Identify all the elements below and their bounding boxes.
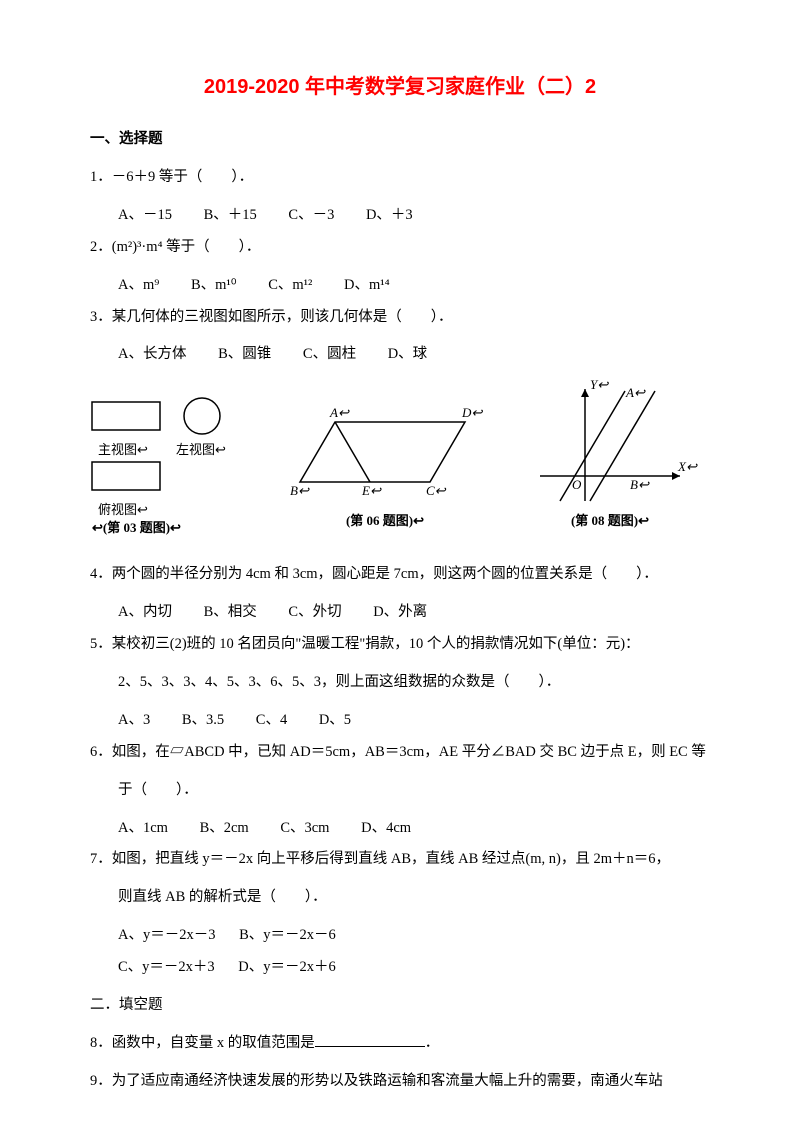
q7-d: D、y＝－2x＋6 [238,959,335,975]
q4-c: C、外切 [288,604,341,620]
question-5: 5．某校初三(2)班的 10 名团员向"温暖工程"捐款，10 个人的捐款情况如下… [90,629,710,661]
q8-pre: 8．函数中，自变量 x 的取值范围是 [90,1035,315,1051]
q5-c: C、4 [256,712,287,728]
q3-a: A、长方体 [118,346,186,362]
q5-b: B、3.5 [182,712,224,728]
question-7: 7．如图，把直线 y＝－2x 向上平移后得到直线 AB，直线 AB 经过点(m,… [90,844,710,876]
q2-c: C、m¹² [268,277,312,293]
q4-stem: 4．两个圆的半径分别为 4cm 和 3cm，圆心距是 7cm，则这两个圆的位置关… [90,566,658,582]
q4-b: B、相交 [204,604,257,620]
fig06-B: B↩ [290,483,309,499]
q5-options: A、3 B、3.5 C、4 D、5 [90,705,710,737]
figure-03: 主视图↩ 左视图↩ 俯视图↩ ↩(第 03 题图)↩ [90,394,240,529]
question-3: 3．某几何体的三视图如图所示，则该几何体是（ ）． [90,302,710,334]
q4-d: D、外离 [373,604,427,620]
q4-a: A、内切 [118,604,172,620]
q7-line2: 则直线 AB 的解析式是（ ）． [90,882,710,914]
q2-d: D、m¹⁴ [344,277,390,293]
q1-b: B、＋15 [204,207,257,223]
q6-b: B、2cm [200,820,249,836]
question-4: 4．两个圆的半径分别为 4cm 和 3cm，圆心距是 7cm，则这两个圆的位置关… [90,559,710,591]
q3-d: D、球 [388,346,427,362]
q5-d: D、5 [319,712,351,728]
fig08-Y: Y↩ [590,377,608,393]
figure-08: A↩ Y↩ X↩ O B↩ (第 08 题图)↩ [530,381,690,529]
q1-options: A、－15 B、＋15 C、－3 D、＋3 [90,200,710,232]
q3-b: B、圆锥 [218,346,271,362]
q3-options: A、长方体 B、圆锥 C、圆柱 D、球 [90,339,710,371]
q1-d: D、＋3 [366,207,413,223]
q2-options: A、m⁹ B、m¹⁰ C、m¹² D、m¹⁴ [90,270,710,302]
q6-c: C、3cm [280,820,329,836]
page: 2019-2020 年中考数学复习家庭作业（二）2 一、选择题 1．－6＋9 等… [0,0,800,1144]
question-1: 1．－6＋9 等于（ ）． [90,162,710,194]
page-title: 2019-2020 年中考数学复习家庭作业（二）2 [90,70,710,99]
fig08-O: O [572,477,581,493]
fig08-B: B↩ [630,477,649,493]
q6-d: D、4cm [361,820,411,836]
q3-stem: 3．某几何体的三视图如图所示，则该几何体是（ ）． [90,309,453,325]
q7-c: C、y＝－2x＋3 [118,959,215,975]
q1-a: A、－15 [118,207,172,223]
q7-options-row2: C、y＝－2x＋3 D、y＝－2x＋6 [90,952,710,984]
figures-row: 主视图↩ 左视图↩ 俯视图↩ ↩(第 03 题图)↩ A↩ D↩ B↩ E↩ C… [90,381,710,529]
q2-b: B、m¹⁰ [191,277,237,293]
q7-options-row1: A、y＝－2x－3 B、y＝－2x－6 [90,920,710,952]
q9-stem: 9．为了适应南通经济快速发展的形势以及铁路运输和客流量大幅上升的需要，南通火车站 [90,1073,663,1089]
q4-options: A、内切 B、相交 C、外切 D、外离 [90,597,710,629]
q7-stem: 7．如图，把直线 y＝－2x 向上平移后得到直线 AB，直线 AB 经过点(m,… [90,851,670,867]
question-2: 2．(m²)³·m⁴ 等于（ ）． [90,232,710,264]
line-graph-svg [530,381,690,511]
fig06-D: D↩ [462,405,482,421]
fig06-C: C↩ [426,483,446,499]
q2-a: A、m⁹ [118,277,159,293]
question-8: 8．函数中，自变量 x 的取值范围是 ． [90,1028,710,1060]
fig08-X: X↩ [678,459,697,475]
q7-a: A、y＝－2x－3 [118,927,215,943]
q8-blank [315,1032,425,1047]
q5-stem: 5．某校初三(2)班的 10 名团员向"温暖工程"捐款，10 个人的捐款情况如下… [90,636,640,652]
fig03-fu: 俯视图↩ [98,502,148,517]
q7-b: B、y＝－2x－6 [239,927,336,943]
q5-a: A、3 [118,712,150,728]
q6-stem: 6．如图，在▱ABCD 中，已知 AD＝5cm，AB＝3cm，AE 平分∠BAD… [90,744,706,760]
q5-line2: 2、5、3、3、4、5、3、6、5、3，则上面这组数据的众数是（ ）． [90,667,710,699]
q6-line2: 于（ ）． [90,775,710,807]
q1-stem: 1．－6＋9 等于（ ）． [90,169,253,185]
question-9: 9．为了适应南通经济快速发展的形势以及铁路运输和客流量大幅上升的需要，南通火车站 [90,1066,710,1098]
parallelogram-svg [280,407,490,517]
fig08-A: A↩ [626,385,645,401]
q2-stem: 2．(m²)³·m⁴ 等于（ ）． [90,239,260,255]
fig08-cap: (第 08 题图)↩ [530,510,690,529]
q3-c: C、圆柱 [303,346,356,362]
q6-a: A、1cm [118,820,168,836]
fig06-A: A↩ [330,405,349,421]
question-6: 6．如图，在▱ABCD 中，已知 AD＝5cm，AB＝3cm，AE 平分∠BAD… [90,737,710,769]
fig03-zhu: 主视图↩ [98,442,148,457]
q8-post: ． [425,1035,440,1051]
fig06-E: E↩ [362,483,381,499]
section-1-head: 一、选择题 [90,127,710,148]
figure-06: A↩ D↩ B↩ E↩ C↩ (第 06 题图)↩ [280,407,490,529]
q6-options: A、1cm B、2cm C、3cm D、4cm [90,813,710,845]
q1-c: C、－3 [288,207,334,223]
fig03-cap: ↩(第 03 题图)↩ [92,520,181,535]
section-2-head: 二．填空题 [90,990,710,1022]
fig03-zuo: 左视图↩ [176,442,226,457]
